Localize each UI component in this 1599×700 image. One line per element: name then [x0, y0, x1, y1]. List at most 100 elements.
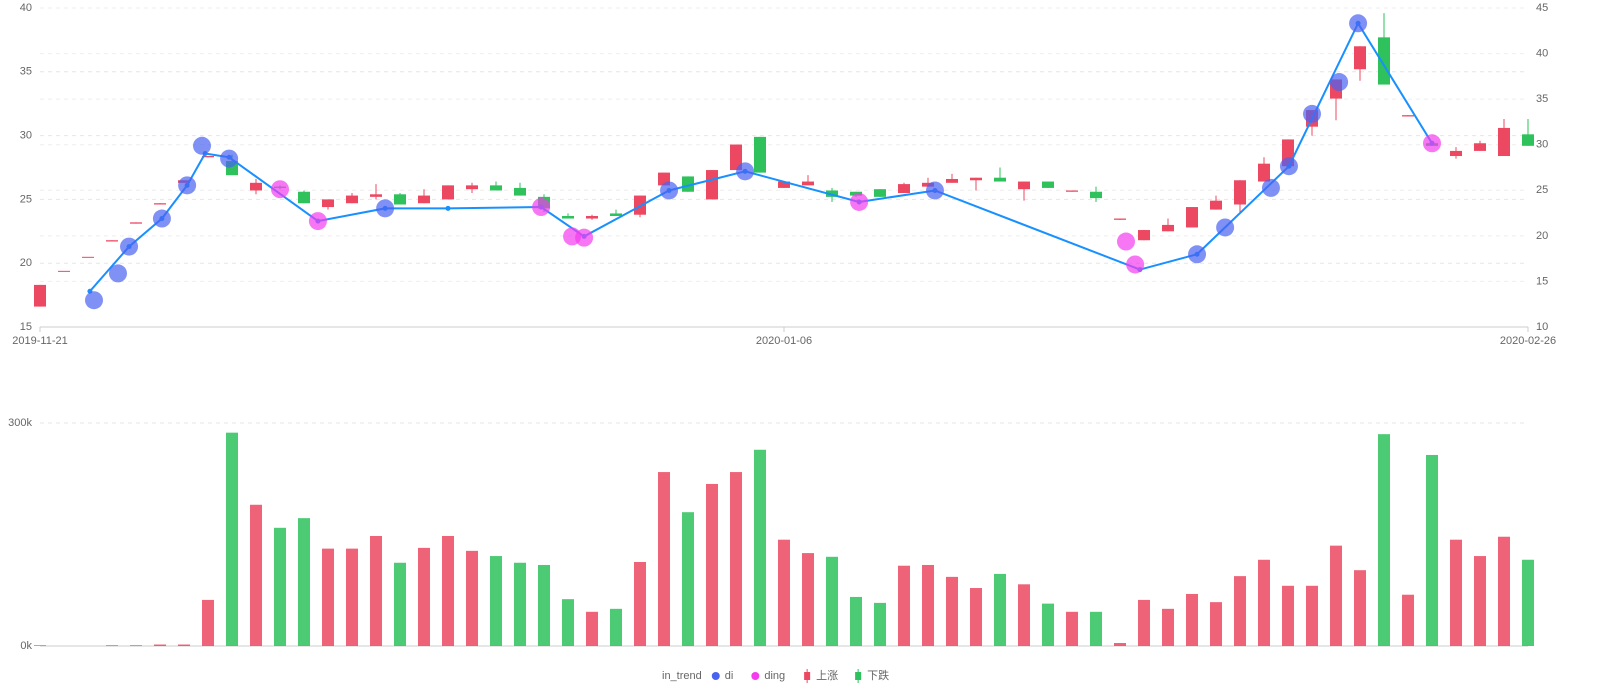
volume-bar: [106, 645, 118, 646]
candle-body: [106, 240, 118, 242]
volume-bar: [1330, 545, 1342, 646]
y-tick-label: 30: [20, 130, 32, 142]
scatter-point: [1279, 157, 1298, 176]
candle-body: [994, 177, 1006, 182]
candle-body: [946, 178, 958, 183]
scatter-point: [1423, 134, 1441, 153]
volume-bar: [1162, 608, 1174, 646]
candle-body: [394, 194, 406, 205]
candle-body: [490, 185, 502, 191]
scatter-point: [1216, 218, 1235, 237]
volume-bar: [1402, 594, 1414, 646]
candle-body: [1066, 190, 1078, 192]
volume-bar: [730, 472, 742, 646]
volume-bar: [1138, 599, 1150, 646]
scatter-point: [1126, 255, 1145, 274]
y-tick-label: 15: [20, 321, 32, 333]
scatter-point: [220, 149, 239, 168]
candle-body: [1474, 143, 1486, 151]
volume-bar: [1450, 539, 1462, 646]
volume-bar: [778, 539, 790, 646]
y2-tick-label: 35: [1536, 93, 1548, 105]
candle-body: [874, 189, 886, 197]
candle-body: [922, 182, 934, 187]
volume-bar: [1306, 585, 1318, 646]
y2-tick-label: 40: [1536, 47, 1548, 59]
y2-tick-label: 45: [1536, 2, 1548, 14]
candle-body: [202, 156, 214, 158]
volume-bar: [850, 596, 862, 646]
legend-label[interactable]: di: [725, 670, 734, 682]
legend-icon[interactable]: [855, 672, 862, 680]
legend-label[interactable]: 上涨: [816, 669, 838, 682]
candle-body: [466, 185, 478, 190]
scatter-point: [271, 180, 289, 199]
y2-tick-label: 25: [1536, 184, 1548, 196]
candle-body: [1354, 46, 1366, 70]
volume-bar: [490, 556, 502, 646]
candle-body: [778, 181, 790, 188]
legend-label[interactable]: ding: [764, 670, 785, 682]
volume-bar: [1210, 602, 1222, 646]
volume-bar: [682, 512, 694, 646]
volume-bar: [202, 599, 214, 646]
y-tick-label: 40: [20, 2, 32, 14]
volume-bar: [754, 449, 766, 646]
volume-bar: [322, 548, 334, 646]
candle-body: [1162, 224, 1174, 232]
volume-bar: [514, 562, 526, 646]
legend-icon[interactable]: [751, 672, 760, 680]
candle-body: [130, 222, 142, 224]
candle-body: [514, 187, 526, 196]
legend-label[interactable]: in_trend: [662, 670, 702, 682]
candle-body: [250, 182, 262, 191]
candle-body: [562, 215, 574, 219]
candle-body: [898, 184, 910, 194]
volume-bar: [346, 548, 358, 646]
y2-tick-label: 20: [1536, 230, 1548, 242]
x-tick-label: 2019-11-21: [12, 335, 67, 347]
volume-bar: [1114, 643, 1126, 646]
candle-body: [322, 199, 334, 208]
scatter-point: [109, 264, 127, 283]
legend-icon[interactable]: [711, 672, 720, 680]
candle-body: [802, 181, 814, 186]
candle-body: [346, 195, 358, 204]
volume-bar: [898, 565, 910, 646]
volume-bar: [1354, 570, 1366, 646]
candle-body: [370, 194, 382, 197]
candle-body: [58, 270, 70, 272]
volume-bar: [1498, 536, 1510, 646]
volume-bar: [922, 564, 934, 646]
scatter-point: [308, 212, 327, 231]
scatter-point: [1303, 104, 1321, 123]
x-tick-label: 2020-01-06: [756, 335, 812, 347]
scatter-point: [1188, 245, 1207, 264]
scatter-point: [532, 198, 551, 217]
y2-tick-label: 30: [1536, 139, 1548, 151]
candle-body: [154, 203, 166, 205]
y-tick-label: 25: [20, 193, 32, 205]
candle-body: [682, 176, 694, 192]
volume-bar: [1474, 556, 1486, 646]
scatter-point: [1117, 232, 1135, 251]
legend-icon[interactable]: [804, 672, 811, 680]
volume-bar: [658, 472, 670, 646]
volume-bar: [802, 553, 814, 646]
scatter-point: [736, 162, 755, 181]
volume-bar: [970, 588, 982, 646]
trend-point: [445, 205, 451, 211]
volume-bar: [130, 645, 142, 646]
volume-bar: [250, 504, 262, 646]
candle-body: [82, 256, 94, 258]
y-tick-label: 35: [20, 66, 32, 78]
volume-bar: [946, 576, 958, 646]
volume-bar: [178, 644, 190, 646]
candle-body: [1378, 37, 1390, 85]
scatter-point: [120, 237, 139, 256]
volume-bar: [634, 562, 646, 646]
candle-body: [34, 284, 46, 307]
legend-label[interactable]: 下跌: [867, 668, 889, 682]
y-tick-label: 20: [20, 257, 32, 269]
volume-bar: [298, 518, 310, 646]
